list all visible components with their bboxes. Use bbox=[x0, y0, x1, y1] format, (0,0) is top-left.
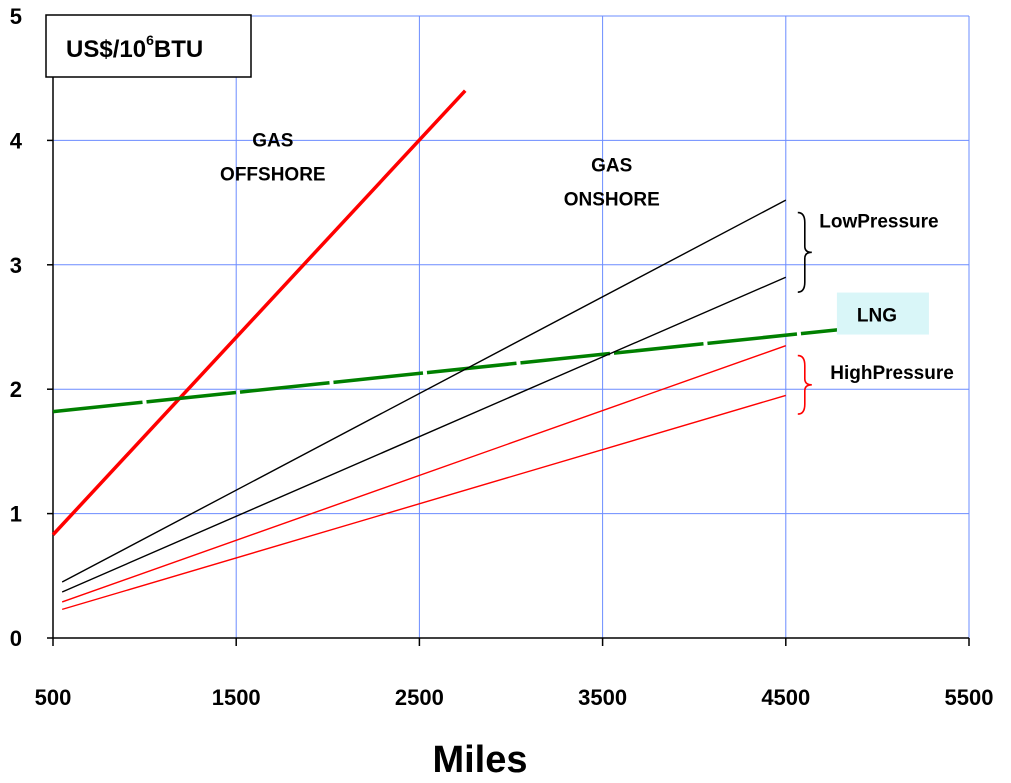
x-tick-label: 2500 bbox=[395, 685, 444, 710]
y-tick-label: 0 bbox=[10, 626, 22, 651]
x-tick-label: 500 bbox=[35, 685, 72, 710]
series-line-2 bbox=[52, 327, 841, 414]
svg-text:US$/106BTU: US$/106BTU bbox=[66, 32, 203, 63]
x-tick-label: 3500 bbox=[578, 685, 627, 710]
series-line-6 bbox=[61, 394, 786, 611]
y-tick-label: 3 bbox=[10, 253, 22, 278]
unit-sup: 6 bbox=[146, 32, 154, 48]
series-line-3 bbox=[61, 199, 787, 583]
x-tick-label: 1500 bbox=[212, 685, 261, 710]
series-line-4 bbox=[61, 276, 787, 593]
annotation-label: GAS ONSHORE bbox=[564, 156, 660, 211]
series-line-5 bbox=[61, 345, 787, 603]
annotations: GAS OFFSHORE GAS ONSHORE LowPressure LNG HighP… bbox=[220, 131, 954, 415]
unit-suffix: BTU bbox=[154, 36, 203, 63]
annotation-label: HighPressure bbox=[830, 363, 954, 384]
x-tick-label: 5500 bbox=[945, 685, 994, 710]
brace-icon bbox=[797, 211, 812, 293]
unit-box: US$/106BTU bbox=[45, 14, 252, 78]
series bbox=[51, 89, 841, 611]
brace-icon bbox=[797, 354, 812, 415]
gridlines bbox=[53, 15, 970, 638]
label-background bbox=[836, 292, 929, 335]
y-tick-label: 2 bbox=[10, 377, 22, 402]
annotation-label: GAS OFFSHORE bbox=[220, 131, 326, 186]
unit-base: US$/10 bbox=[66, 36, 146, 63]
series-line-1 bbox=[51, 89, 467, 536]
annotation-label: LNG bbox=[857, 306, 897, 327]
x-tick-label: 4500 bbox=[761, 685, 810, 710]
tick-labels: 500 1500 2500 3500 4500 5500 0 1 2 3 4 5 bbox=[10, 4, 994, 710]
y-tick-label: 1 bbox=[10, 502, 22, 527]
y-tick-label: 5 bbox=[10, 4, 22, 29]
x-axis-title: Miles bbox=[432, 739, 527, 781]
y-tick-label: 4 bbox=[10, 128, 23, 153]
annotation-label: LowPressure bbox=[819, 211, 938, 232]
